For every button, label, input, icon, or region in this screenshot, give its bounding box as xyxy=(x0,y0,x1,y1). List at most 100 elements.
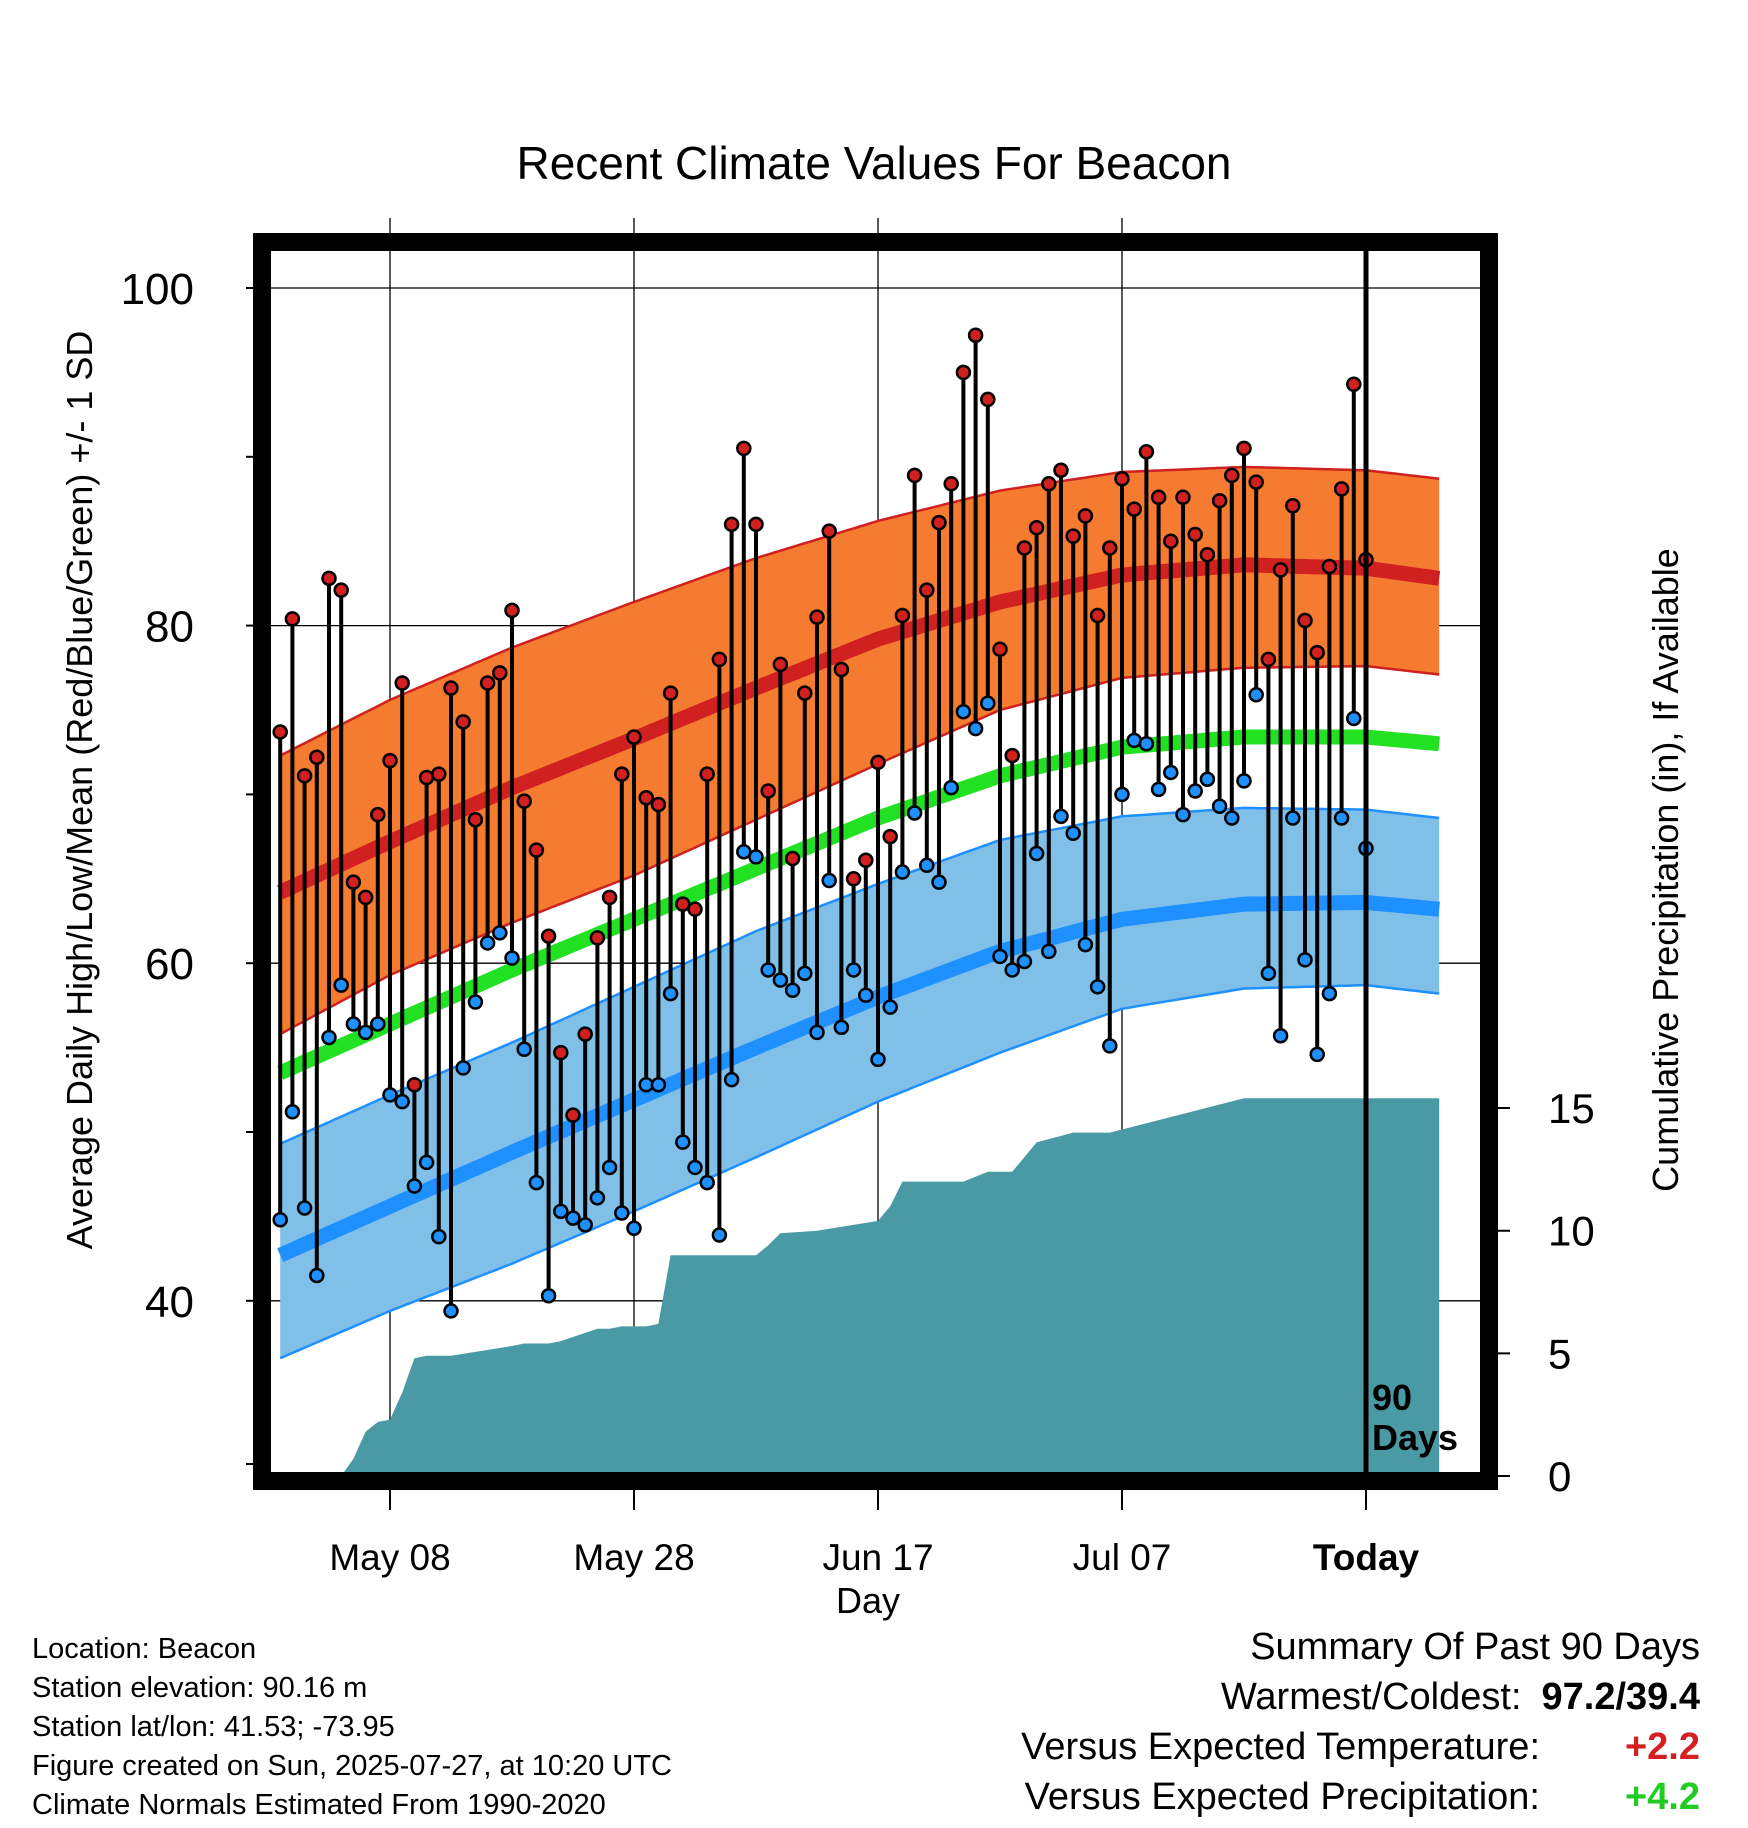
daily-low-point xyxy=(870,1051,886,1068)
daily-low-point xyxy=(1333,810,1350,826)
daily-low-point xyxy=(1102,1038,1118,1054)
daily-low-point xyxy=(370,1016,386,1032)
daily-high-point xyxy=(1150,489,1167,506)
daily-high-point xyxy=(394,675,410,691)
summary-warm-cold-value: 97.2/39.4 xyxy=(1541,1676,1700,1718)
daily-high-point xyxy=(577,1026,593,1042)
mean-normal-line xyxy=(277,729,1440,1080)
daily-high-point xyxy=(845,871,862,887)
daily-high-point xyxy=(272,724,288,740)
daily-low-point xyxy=(1285,810,1301,826)
daily-low-point xyxy=(321,1029,337,1046)
daily-low-point xyxy=(309,1267,325,1284)
high-sd-band-upper-edge xyxy=(279,465,1440,757)
daily-low-point xyxy=(723,1071,740,1088)
daily-high-point xyxy=(858,852,874,868)
summary-precip-value: +4.2 xyxy=(1624,1776,1700,1818)
daily-low-point xyxy=(333,977,349,993)
daily-high-point xyxy=(589,930,606,946)
info-created: Figure created on Sun, 2025-07-27, at 10… xyxy=(32,1750,672,1782)
summary-temp-label: Versus Expected Temperature: xyxy=(1021,1726,1540,1768)
daily-high-point xyxy=(601,889,618,906)
daily-low-point xyxy=(516,1041,532,1058)
daily-high-point xyxy=(967,327,984,344)
daily-high-point xyxy=(443,680,459,696)
daily-low-point xyxy=(943,779,959,796)
daily-low-point xyxy=(418,1154,435,1171)
daily-high-point xyxy=(943,476,959,492)
daily-low-point xyxy=(967,720,984,737)
x-tick-label: May 28 xyxy=(573,1537,694,1578)
daily-high-point xyxy=(357,889,374,906)
summary-precip-label: Versus Expected Precipitation: xyxy=(1024,1776,1540,1818)
daily-low-point xyxy=(858,987,874,1004)
daily-high-point xyxy=(1065,528,1081,544)
daily-low-point xyxy=(382,1087,398,1103)
daily-high-point xyxy=(1260,651,1277,668)
daily-low-point xyxy=(1077,936,1094,953)
daily-low-point xyxy=(565,1210,581,1226)
daily-low-point xyxy=(406,1178,423,1194)
info-location: Location: Beacon xyxy=(32,1633,257,1665)
low-sd-band-lower-edge xyxy=(279,983,1440,1360)
daily-low-point xyxy=(650,1076,667,1093)
daily-high-point xyxy=(333,582,349,598)
daily-low-point xyxy=(1089,979,1106,995)
daily-low-point xyxy=(1138,736,1155,752)
daily-low-point xyxy=(1150,781,1167,798)
daily-high-point xyxy=(455,714,471,730)
daily-low-point xyxy=(1004,962,1020,978)
low-normal-line xyxy=(277,894,1440,1263)
daily-high-point xyxy=(711,651,728,668)
daily-high-point xyxy=(955,364,972,381)
daily-high-point xyxy=(931,514,947,531)
daily-low-point xyxy=(797,965,813,982)
daily-low-point xyxy=(760,962,776,978)
daily-low-point xyxy=(528,1174,545,1191)
daily-high-point xyxy=(382,752,398,769)
daily-low-point xyxy=(845,962,862,978)
daily-high-point xyxy=(1297,612,1313,629)
daily-high-point xyxy=(723,516,740,533)
daily-high-point xyxy=(284,611,301,627)
daily-high-point xyxy=(1138,443,1155,460)
today-window-label-line: Days xyxy=(1372,1417,1459,1458)
daily-low-point xyxy=(1065,825,1081,841)
daily-low-point xyxy=(675,1134,691,1150)
daily-low-point xyxy=(1187,783,1203,799)
daily-high-point xyxy=(1309,644,1325,661)
daily-low-point xyxy=(919,857,935,874)
daily-low-point xyxy=(992,948,1008,965)
daily-high-point xyxy=(431,766,447,782)
axes: 40 60 80 100 0 5 10 15 May 08 May 28 Jun 17 Jul 07 T… xyxy=(121,233,1595,1578)
daily-high-point xyxy=(1114,470,1130,487)
daily-low-point xyxy=(906,805,923,821)
daily-high-point xyxy=(736,440,752,457)
y-tick-label: 80 xyxy=(145,603,194,652)
daily-low-point xyxy=(833,1019,850,1036)
daily-high-point xyxy=(1321,558,1338,575)
daily-low-point xyxy=(296,1200,313,1216)
daily-low-point xyxy=(882,999,898,1015)
daily-high-point xyxy=(1285,498,1301,514)
daily-low-point xyxy=(1309,1046,1325,1063)
high-normal-line xyxy=(277,557,1441,900)
y-tick-label: 40 xyxy=(145,1278,194,1327)
daily-low-point xyxy=(699,1174,715,1191)
daily-high-point xyxy=(797,685,813,701)
daily-low-point xyxy=(980,695,996,711)
daily-low-point xyxy=(1163,764,1179,781)
daily-high-point xyxy=(516,793,532,809)
daily-high-point xyxy=(833,661,850,678)
daily-high-point xyxy=(650,796,667,813)
daily-low-point xyxy=(821,872,837,889)
daily-high-point xyxy=(1333,481,1350,497)
daily-high-point xyxy=(345,874,362,890)
daily-low-point xyxy=(1297,952,1313,968)
daily-low-point xyxy=(931,874,947,890)
daily-high-point xyxy=(1346,376,1362,392)
daily-high-point xyxy=(809,609,825,625)
daily-high-point xyxy=(699,766,715,782)
x-tick-label: Jun 17 xyxy=(822,1537,933,1578)
